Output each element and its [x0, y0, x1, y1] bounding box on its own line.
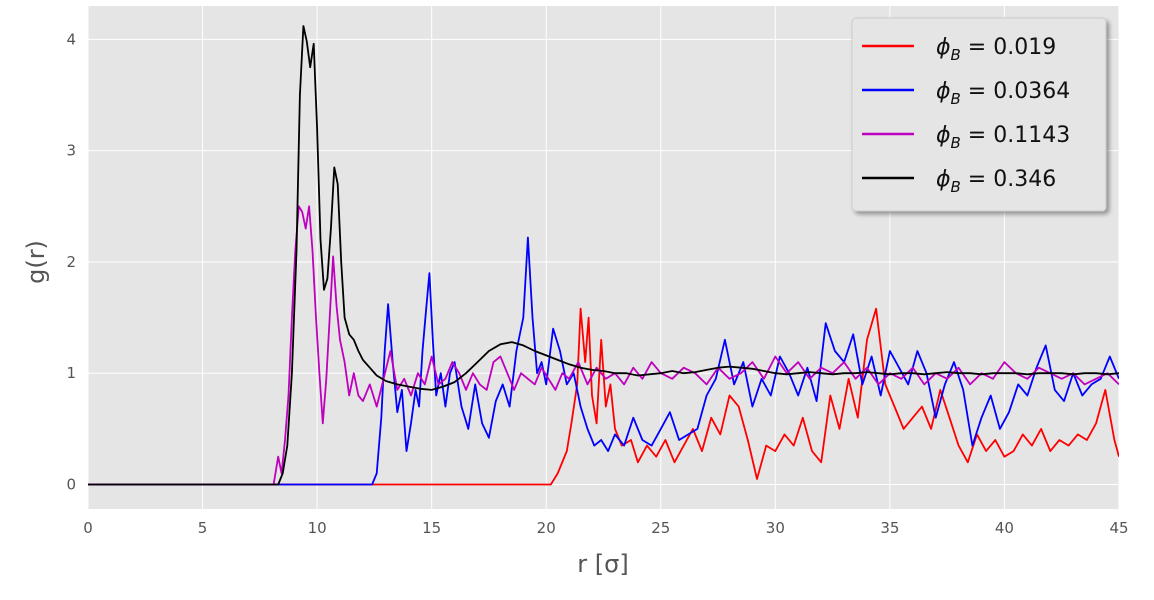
x-axis-label: r [σ]	[577, 550, 628, 578]
series-line-3	[88, 205, 1119, 486]
x-tick-label: 15	[422, 519, 441, 537]
y-tick-label: 0	[66, 476, 76, 494]
x-tick-label: 40	[995, 519, 1014, 537]
x-tick-label: 45	[1109, 519, 1128, 537]
y-tick-label: 4	[66, 30, 76, 48]
series-line-4	[88, 25, 1119, 486]
series-line-1	[88, 307, 1119, 486]
y-tick-label: 1	[66, 364, 76, 382]
legend-box	[851, 17, 1107, 212]
legend: ϕB = 0.019 ϕB = 0.0364 ϕB = 0.1143 ϕB = 0.3…	[851, 17, 1107, 212]
x-tick-label: 5	[198, 519, 208, 537]
y-tick-labels: 0 1 2 3 4	[66, 30, 76, 493]
x-tick-label: 30	[766, 519, 785, 537]
x-tick-label: 35	[880, 519, 899, 537]
legend-label-3: ϕB = 0.1143	[936, 123, 1070, 152]
y-axis-label: g(r)	[22, 240, 50, 284]
series-layer	[88, 25, 1119, 486]
y-tick-label: 3	[66, 142, 76, 160]
x-tick-label: 10	[308, 519, 327, 537]
x-tick-label: 25	[651, 519, 670, 537]
legend-label-1: ϕB = 0.019	[936, 35, 1056, 64]
series-line-2	[88, 236, 1119, 486]
y-tick-label: 2	[66, 253, 76, 271]
legend-label-4: ϕB = 0.346	[936, 167, 1056, 196]
x-tick-label: 0	[83, 519, 93, 537]
x-tick-label: 20	[537, 519, 556, 537]
legend-label-2: ϕB = 0.0364	[936, 79, 1070, 108]
x-tick-labels: 0 5 10 15 20 25 30 35 40 45	[83, 519, 1128, 537]
